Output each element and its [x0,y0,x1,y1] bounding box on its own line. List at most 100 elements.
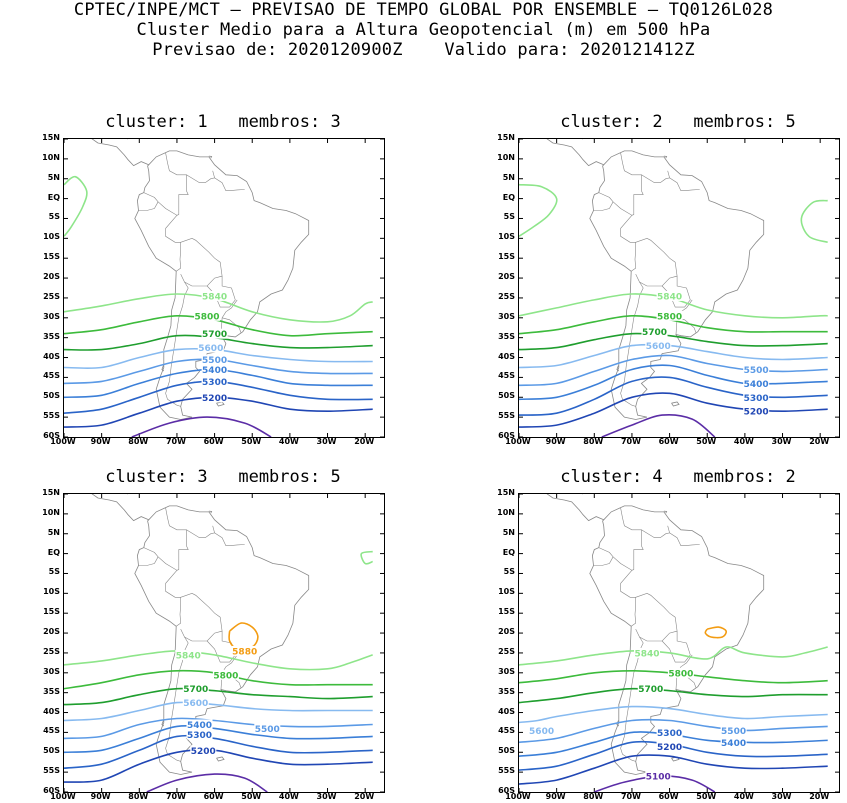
contour-5300 [519,376,828,416]
latitude-tick-label: 60S [498,786,515,795]
longitude-tick-label: 100W [50,792,76,801]
contour-label-background [190,745,217,756]
contour-label-5840: 5840 [176,651,201,661]
contour-label-5800: 5800 [657,312,682,322]
contour-5600 [64,701,373,722]
latitude-tick-label: 35S [498,686,515,696]
contour-label-background [641,326,668,337]
contour-label-5300: 5300 [187,731,212,741]
contour-label-5800: 5800 [668,669,693,679]
country-border [222,317,242,333]
latitude-tick-label: 10S [43,232,60,242]
longitude-tick-label: 60W [203,437,224,446]
contour-label-5840: 5840 [657,292,682,302]
contour-label-background [634,647,660,658]
contour-label-5400: 5400 [721,739,746,749]
contour-label-background [667,667,694,678]
longitude-tick-label: 40W [733,792,754,801]
coastline [663,155,668,159]
contour-label-5100: 5100 [646,773,671,783]
contour-5700 [64,687,373,706]
longitude-tick-label: 100W [505,792,531,801]
country-border [598,192,637,272]
latitude-tick-label: 40S [498,351,515,361]
country-border [165,507,189,571]
contour-label-background [656,741,683,752]
latitude-tick-label: 10S [43,587,60,597]
latitude-tick-label: 35S [498,331,515,341]
latitude-tick-label: 50S [43,391,60,401]
latitude-tick-label: 15S [43,607,60,617]
longitude-tick-label: 30W [771,792,792,801]
latitude-tick-label: 30S [498,311,515,321]
latitude-tick-label: 60S [43,431,60,440]
contour-label-5400: 5400 [202,366,227,376]
latitude-tick-label: 5S [48,212,60,222]
country-border [165,281,189,407]
contour-label-background [212,669,239,680]
latitude-tick-label: 40S [43,706,60,716]
latitude-tick-label: 5N [47,527,60,537]
contour-5840 [519,646,828,666]
longitude-tick-label: 50W [241,792,262,801]
latitude-tick-label: 20S [43,627,60,637]
contour-label-5300: 5300 [657,729,682,739]
contour-5880 [704,626,728,639]
latitude-tick-label: 15N [42,488,60,497]
map-panel: 5840 5800 5700 5600 5500 5400 5300 5200 5880 [63,493,385,793]
longitude-tick-label: 20W [809,792,830,801]
contour-label-background [201,290,228,301]
coastline [671,401,680,407]
latitude-tick-label: 55S [498,411,515,421]
contour-5840 [64,175,88,237]
latitude-tick-label: 25S [498,646,515,656]
latitude-tick-label: 50S [498,391,515,401]
longitude-tick-label: 50W [696,792,717,801]
longitude-tick-label: 40W [278,437,299,446]
country-border [180,592,223,642]
latitude-tick-label: 20S [498,272,515,282]
country-border [138,201,159,211]
contour-5600 [519,705,828,724]
contour-5880 [228,622,259,651]
latitude-tick-label: 40S [43,351,60,361]
latitude-tick-label: 45S [498,371,515,381]
coastline [216,401,225,407]
latitude-tick-label: 35S [43,686,60,696]
latitude-tick-label: 15S [498,607,515,617]
contour-5400 [64,725,373,754]
country-border [620,507,644,571]
coastline [208,510,213,514]
contour-label-background [201,392,228,403]
contour-5840 [64,650,373,671]
longitude-tick-label: 40W [278,792,299,801]
contour-label-background [743,378,770,389]
contour-5840 [800,199,828,244]
latitude-tick-label: 5N [47,172,60,182]
contour-label-background [743,392,770,403]
latitude-tick-label: 60S [43,786,60,795]
contour-label-5300: 5300 [202,378,227,388]
contour-label-5600: 5600 [198,344,223,354]
contour-label-5700: 5700 [183,685,208,695]
coastline [663,510,668,514]
contour-label-background [201,376,228,387]
contour-label-5600: 5600 [529,727,554,737]
contour-label-5400: 5400 [744,380,769,390]
latitude-tick-label: 15N [42,133,60,142]
contour-label-5500: 5500 [721,727,746,737]
coastline [161,720,165,727]
contour-5840 [519,183,558,237]
latitude-tick-label: 10N [42,507,60,517]
map-panel: 5840 5800 5700 5600 5500 5400 5300 5200 [63,138,385,438]
contour-label-5500: 5500 [255,725,280,735]
country-border [593,556,614,566]
latitude-tick-label: EQ [47,547,60,557]
map-panel: 5840 5800 5700 5600 5500 5400 5300 5200 [518,138,840,438]
contour-label-background [656,727,683,738]
contour-label-5200: 5200 [657,743,682,753]
latitude-tick-label: 30S [43,666,60,676]
contour-5700 [519,687,828,704]
contour-label-background [637,683,664,694]
